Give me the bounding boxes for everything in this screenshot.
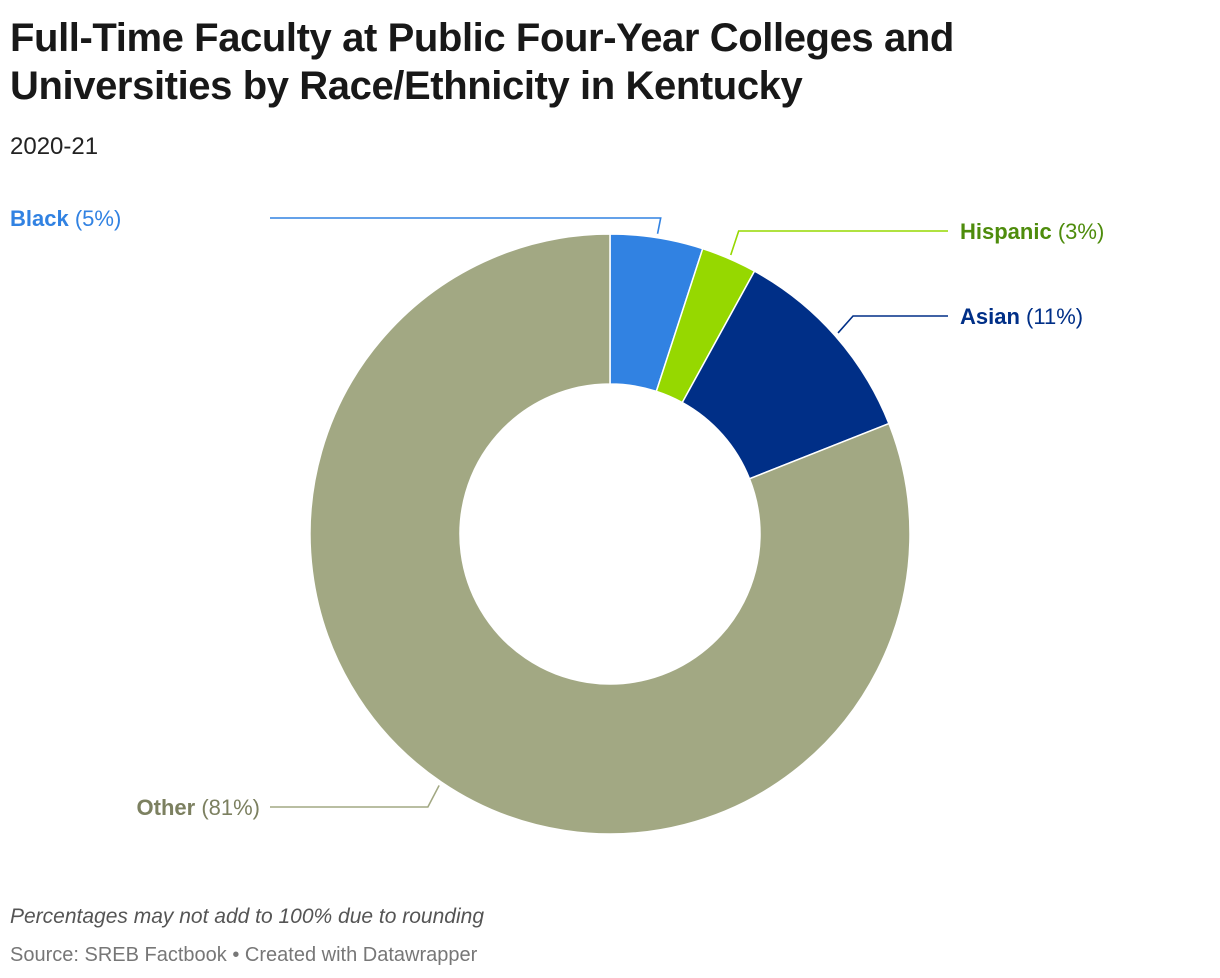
footnote: Percentages may not add to 100% due to r…: [10, 905, 484, 928]
source-line: Source: SREB Factbook • Created with Dat…: [10, 942, 477, 968]
leader-line-asian: [837, 315, 948, 334]
slice-value-other: (81%): [195, 795, 260, 820]
slice-label-black: Black (5%): [10, 206, 121, 231]
chart-subtitle: 2020-21: [10, 133, 99, 160]
donut-slice-other: [309, 233, 911, 835]
datawrapper-credit: Created with Datawrapper: [244, 944, 478, 966]
slice-name-asian: Asian: [960, 304, 1020, 329]
slice-name-other: Other: [137, 795, 196, 820]
slice-label-hispanic: Hispanic (3%): [960, 219, 1104, 244]
source-label: Source: SREB Factbook: [10, 944, 227, 966]
source-separator: •: [232, 944, 240, 966]
donut-chart: Black (5%) Hispanic (3%) Asian (11%) Other …: [10, 206, 1104, 835]
slice-value-asian: (11%): [1020, 304, 1083, 329]
leader-line-black: [270, 217, 662, 234]
chart-title: Full-Time Faculty at Public Four-Year Co…: [10, 16, 954, 108]
donut-slices: [309, 233, 911, 835]
leader-line-hispanic: [729, 230, 948, 256]
donut-labels: Black (5%) Hispanic (3%) Asian (11%) Other …: [10, 206, 1104, 820]
slice-label-asian: Asian (11%): [960, 304, 1083, 329]
slice-value-black: (5%): [69, 206, 122, 231]
slice-name-black: Black: [10, 206, 69, 231]
slice-value-hispanic: (3%): [1052, 219, 1105, 244]
slice-name-hispanic: Hispanic: [960, 219, 1052, 244]
leader-line-other: [270, 785, 440, 808]
slice-label-other: Other (81%): [137, 795, 260, 820]
